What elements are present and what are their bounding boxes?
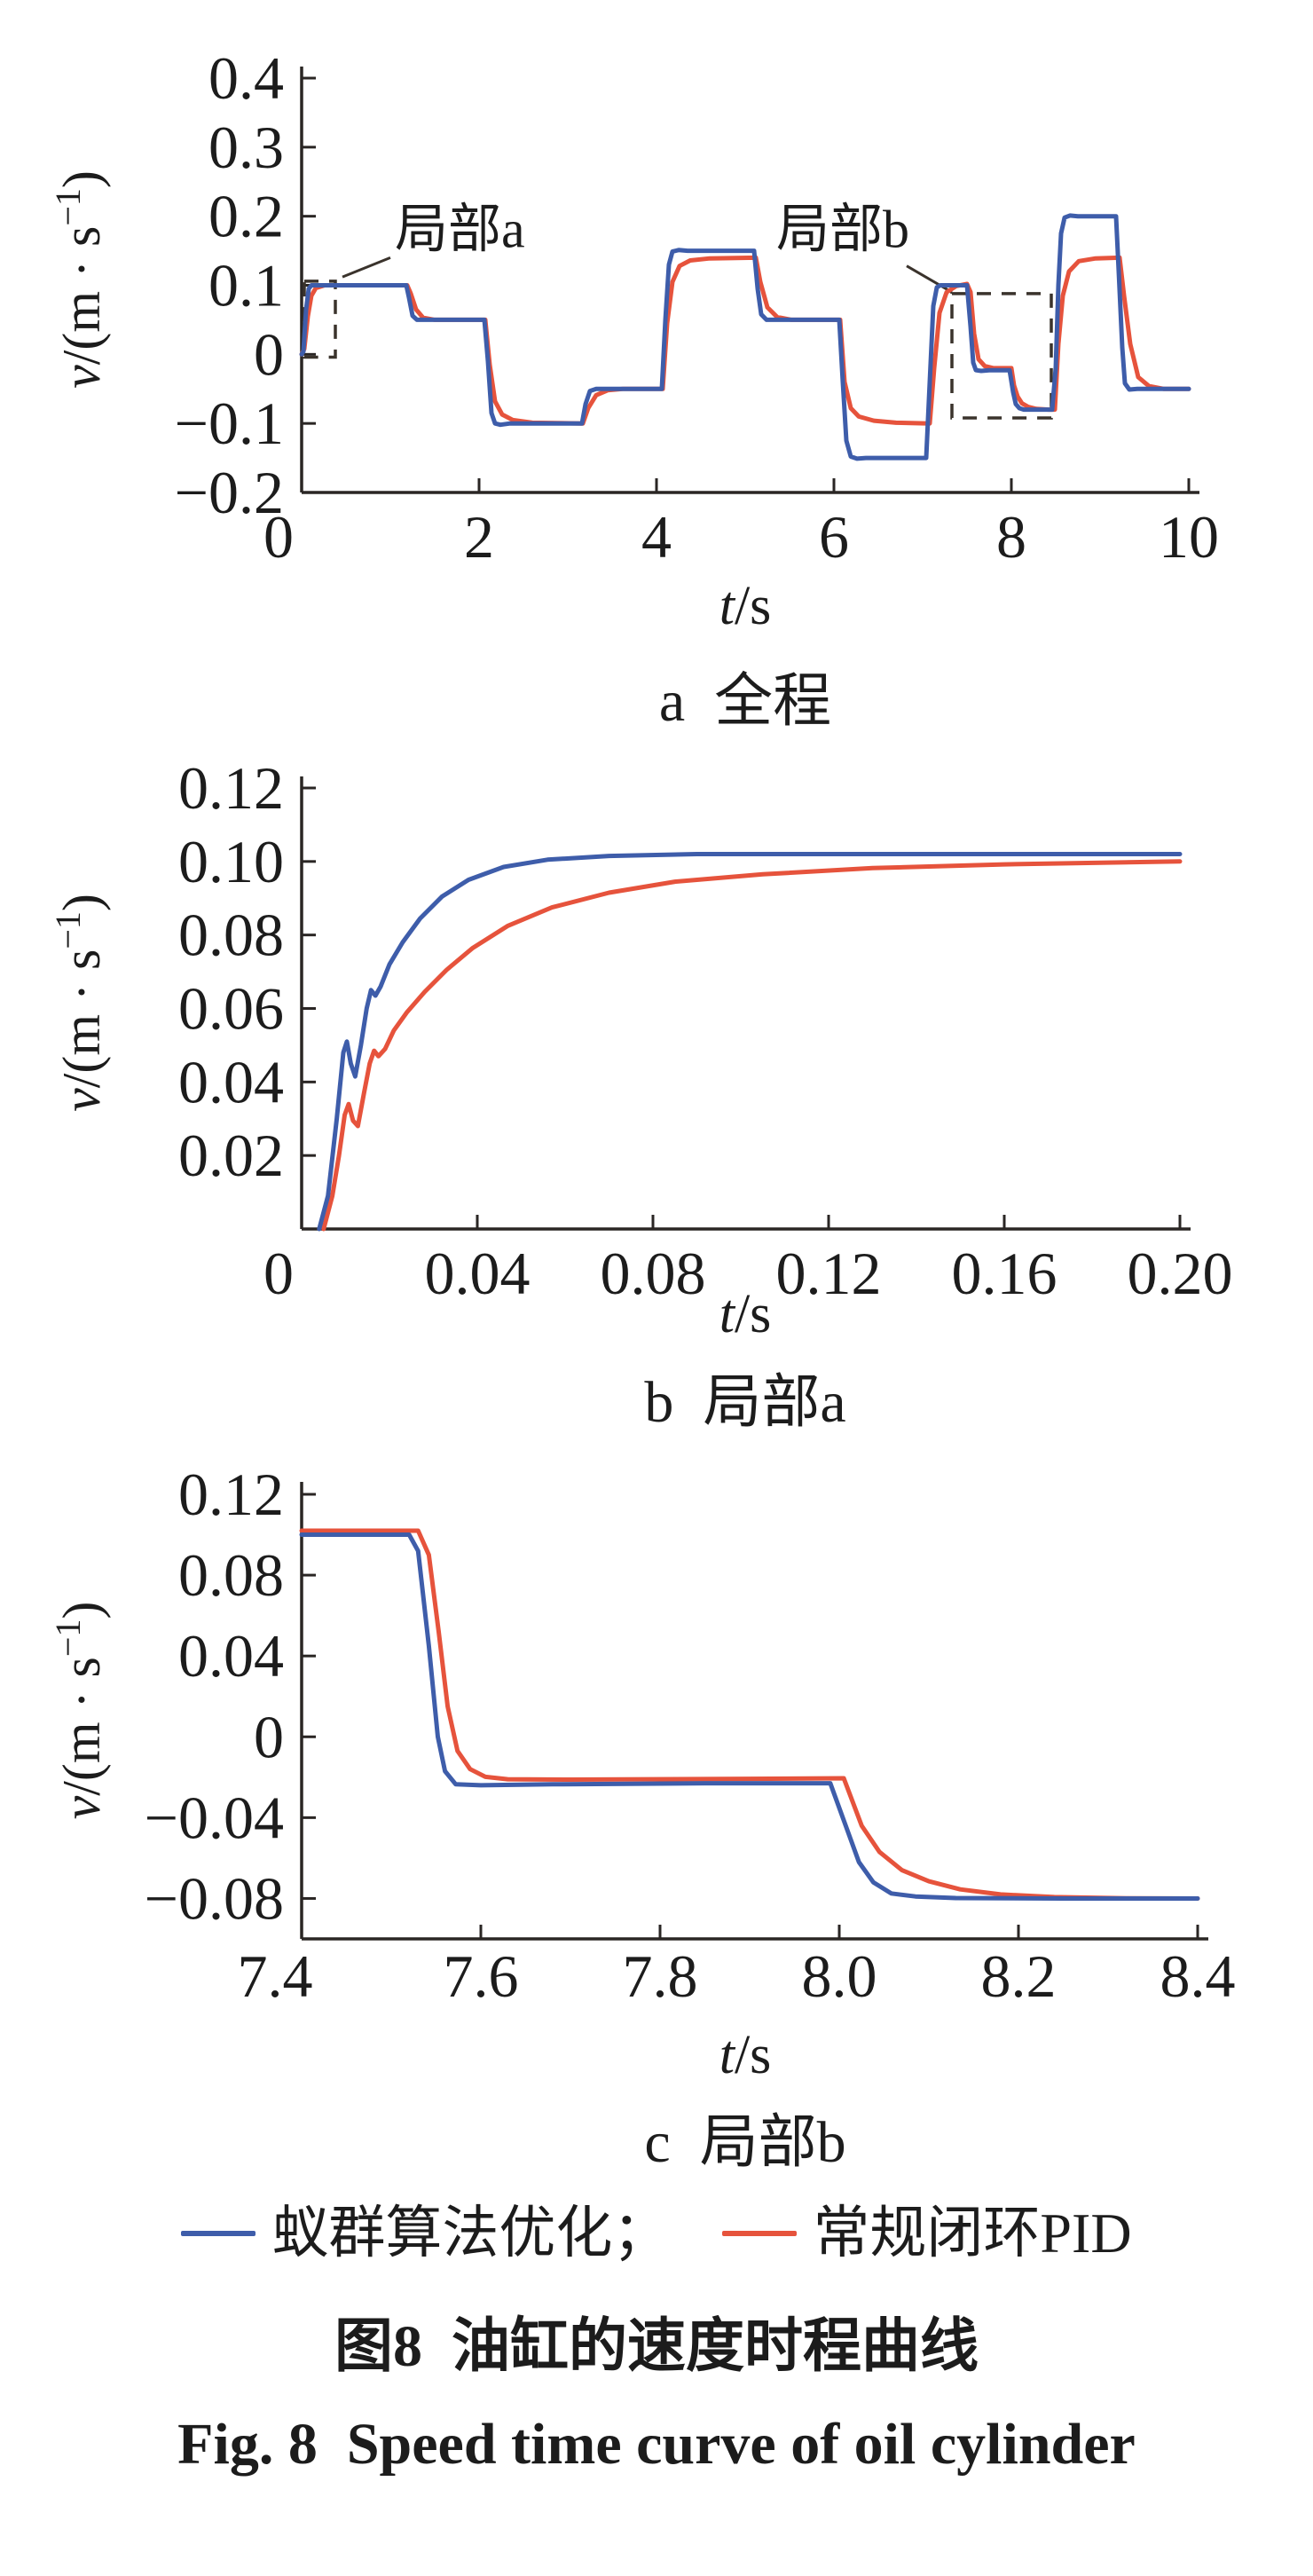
x-tick-label: 0.04 [425,1240,531,1307]
zoom-region-box [950,292,1053,420]
y-tick-label: −0.04 [145,1784,284,1851]
x-tick-label: 10 [1159,503,1219,571]
x-tick-label: 7.8 [623,1942,698,2010]
y-tick-label: 0 [254,320,284,388]
xlabel-variable: t [719,1284,735,1344]
y-tick-label: −0.1 [175,390,284,457]
x-tick-label: 6 [819,503,849,571]
series-aco [317,852,1183,1232]
x-tick-label: 4 [641,503,672,571]
x-tick-label: 8.4 [1160,1942,1236,2010]
y-tick-label: 0 [254,1703,284,1770]
y-tick-label: 0.12 [178,1464,284,1528]
y-tick-label: −0.08 [145,1864,284,1932]
x-tick-label: 0 [263,1240,294,1307]
x-axis-label-a: t/s [719,576,772,636]
subtitle-c: c 局部b [644,2110,846,2175]
legend: 蚁群算法优化； 常规闭环PID [0,2205,1313,2262]
y-tick-label: 0.3 [208,114,284,181]
y-tick-label: 0.12 [178,763,284,822]
chart-c-zoom-b: 0.12 0.08 0.04 0 −0.04 −0.08 7.4 7.6 7.8 8.0 8.2 8.… [48,1464,1236,2010]
y-tick-label: 0.1 [208,252,284,319]
legend-item-aco: 蚁群算法优化； [181,2205,669,2262]
annotation-label: 局部a [395,201,525,259]
series-pid [321,859,1183,1232]
aco-line-swatch [181,2231,256,2236]
x-axis-label-c: t/s [719,2025,772,2085]
y-tick-label: −0.2 [175,459,284,526]
subtitle-b: b 局部a [644,1370,846,1435]
x-tick-label: 0 [263,503,294,571]
x-tick-label: 7.4 [238,1942,313,2010]
x-tick-label: 0.16 [952,1240,1057,1307]
x-tick-label: 7.6 [444,1942,519,2010]
legend-item-pid: 常规闭环PID [722,2202,1132,2265]
series-aco [299,213,1191,461]
series-aco [299,1532,1200,1901]
xlabel-variable: t [719,576,735,636]
annotation-leader-line [342,256,391,279]
y-tick-label: 0.10 [178,828,284,895]
figure-caption-zh: 图8 油缸的速度时程曲线 [334,2314,979,2379]
y-axis-label: v/(m · s−1) [48,1602,111,1820]
figure-caption-en: Fig. 8 Speed time curve of oil cylinder [177,2412,1136,2477]
series-pid [299,1528,1200,1901]
annotation-label: 局部b [776,201,909,259]
xlabel-variable: t [719,2025,735,2085]
chart-b-zoom-a: 0.020.040.060.080.100.120 0.04 0.08 0.12 0.1… [48,763,1233,1307]
annotation-leader-line [906,264,953,294]
chart-a-full-range: 0.40.30.20.10−0.1−0.20 2 4 6 8 10v/(m · s−1)局… [48,44,1219,571]
x-tick-label: 0.20 [1128,1240,1233,1307]
x-tick-label: 0.12 [776,1240,882,1307]
x-tick-label: 8.2 [981,1942,1057,2010]
y-tick-label: 0.06 [178,974,284,1042]
pid-line-swatch [722,2231,798,2236]
y-tick-label: 0.4 [208,44,284,112]
x-tick-label: 0.08 [601,1240,706,1307]
legend-label-aco: 蚁群算法优化； [271,2202,670,2265]
x-tick-label: 8 [996,503,1026,571]
y-tick-label: 0.2 [208,183,284,250]
legend-label-pid: 常规闭环PID [813,2202,1132,2265]
x-axis-label-b: t/s [719,1284,772,1344]
subtitle-a: a 全程 [658,669,832,734]
y-axis-label: v/(m · s−1) [48,894,111,1112]
y-tick-label: 0.02 [178,1122,284,1189]
y-tick-label: 0.04 [178,1622,284,1690]
y-axis-label: v/(m · s−1) [48,170,111,389]
x-tick-label: 8.0 [802,1942,877,2010]
x-tick-label: 2 [464,503,494,571]
y-tick-label: 0.04 [178,1048,284,1115]
y-tick-label: 0.08 [178,1541,284,1609]
y-tick-label: 0.08 [178,902,284,969]
